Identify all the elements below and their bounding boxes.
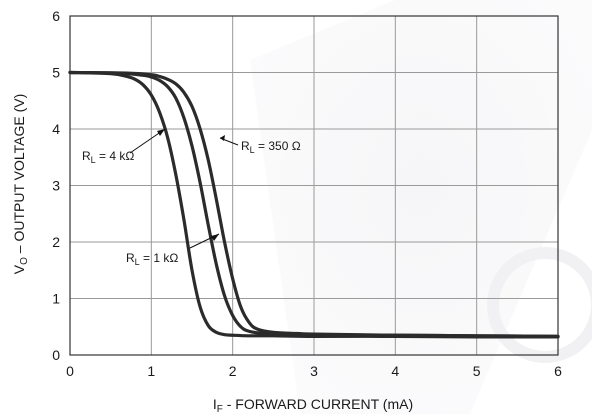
series-line-rl-350 [68, 70, 560, 338]
y-tick-label: 5 [52, 65, 60, 81]
annotation-arrowhead-1k [211, 234, 219, 241]
series-label-4k: RL = 4 kΩ [82, 149, 134, 165]
grid [69, 15, 559, 356]
x-tick-label: 6 [554, 363, 562, 379]
annotations: RL = 4 kΩ RL = 350 Ω RL = 1 kΩ [82, 128, 301, 267]
x-tick-label: 3 [310, 363, 318, 379]
x-tick-label: 0 [66, 363, 74, 379]
y-tick-label: 4 [52, 121, 60, 137]
x-tick-labels: 0 1 2 3 4 5 6 [66, 363, 562, 379]
y-tick-label: 3 [52, 178, 60, 194]
plot-border [69, 15, 559, 356]
y-tick-label: 1 [52, 291, 60, 307]
y-tick-labels: 0 1 2 3 4 5 6 [52, 8, 60, 363]
y-tick-label: 2 [52, 234, 60, 250]
series-layer [68, 70, 560, 339]
x-tick-label: 1 [147, 363, 155, 379]
series-label-350: RL = 350 Ω [241, 139, 301, 155]
x-tick-label: 5 [473, 363, 481, 379]
x-axis-title: IF - FORWARD CURRENT (mA) [213, 396, 413, 414]
x-tick-label: 4 [391, 363, 399, 379]
series-line-rl-4k [68, 70, 560, 339]
watermark [250, 0, 592, 414]
y-axis-title: VO – OUTPUT VOLTAGE (V) [11, 94, 30, 274]
x-tick-label: 2 [229, 363, 237, 379]
annotation-arrowhead-350 [220, 135, 225, 141]
series-label-1k: RL = 1 kΩ [126, 251, 178, 267]
annotation-arrowhead-4k [157, 129, 165, 136]
y-tick-label: 0 [52, 347, 60, 363]
y-tick-label: 6 [52, 8, 60, 24]
